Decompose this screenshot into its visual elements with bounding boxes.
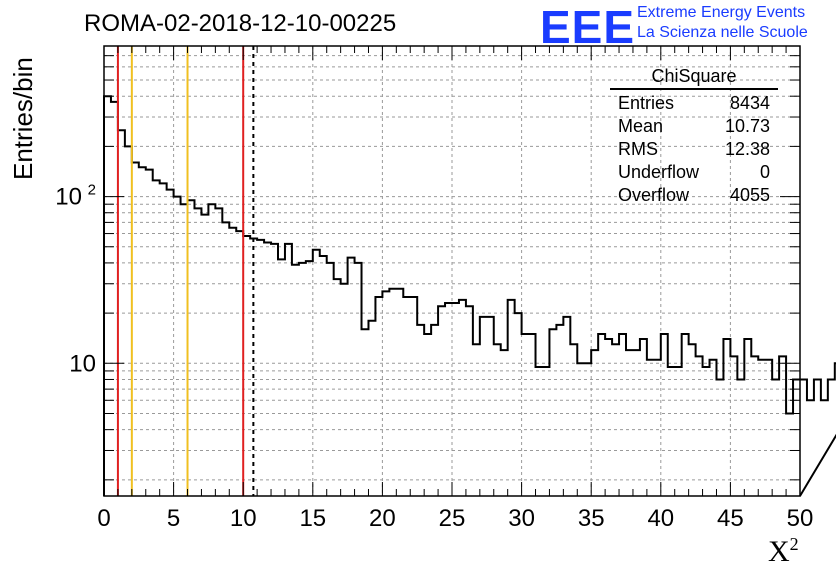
- y-tick-label-exponent: 2: [88, 182, 96, 199]
- stats-value: 10.73: [724, 116, 770, 136]
- x-axis-label-superscript: 2: [789, 534, 799, 554]
- y-tick-label: 10: [55, 184, 82, 211]
- stats-label: Entries: [618, 93, 675, 113]
- stats-row-rms: RMS 12.38: [610, 138, 778, 161]
- y-tick-label: 10: [69, 350, 96, 377]
- x-axis-label: X2: [768, 534, 799, 569]
- stats-row-overflow: Overflow 4055: [610, 184, 778, 207]
- x-tick-label: 45: [717, 505, 744, 532]
- histogram-step-line: [103, 95, 836, 497]
- stats-value: 8434: [729, 93, 770, 113]
- x-tick-label: 15: [299, 505, 326, 532]
- x-tick-label: 5: [167, 505, 180, 532]
- eee-logo: EEE: [540, 1, 636, 53]
- x-tick-label: 50: [787, 505, 814, 532]
- stats-value: 0: [759, 162, 770, 182]
- logo-caption-line2: La Scienza nelle Scuole: [637, 24, 808, 41]
- stats-row-entries: Entries 8434: [610, 92, 778, 115]
- x-tick-label: 0: [97, 505, 110, 532]
- chart-title: ROMA-02-2018-12-10-00225: [84, 10, 397, 37]
- stats-label: RMS: [618, 139, 658, 159]
- logo-caption-line1: Extreme Energy Events: [637, 4, 806, 21]
- stats-value: 4055: [729, 185, 770, 205]
- x-tick-label: 25: [439, 505, 466, 532]
- x-tick-label: 35: [578, 505, 605, 532]
- y-axis-label: Entries/bin: [8, 57, 38, 180]
- stats-value: 12.38: [724, 139, 770, 159]
- logo-caption: Extreme Energy Events La Scienza nelle S…: [637, 3, 808, 43]
- stats-label: Underflow: [618, 162, 700, 182]
- x-tick-label: 10: [230, 505, 257, 532]
- stats-row-mean: Mean 10.73: [610, 115, 778, 138]
- stats-row-underflow: Underflow 0: [610, 161, 778, 184]
- x-tick-label: 20: [369, 505, 396, 532]
- x-tick-label: 30: [508, 505, 535, 532]
- x-axis-label-base: X: [768, 535, 790, 568]
- stats-box: ChiSquare Entries 8434 Mean 10.73 RMS 12.38…: [610, 66, 778, 207]
- stats-box-title: ChiSquare: [610, 66, 778, 90]
- stats-label: Mean: [618, 116, 664, 136]
- stats-label: Overflow: [618, 185, 690, 205]
- x-tick-label: 40: [647, 505, 674, 532]
